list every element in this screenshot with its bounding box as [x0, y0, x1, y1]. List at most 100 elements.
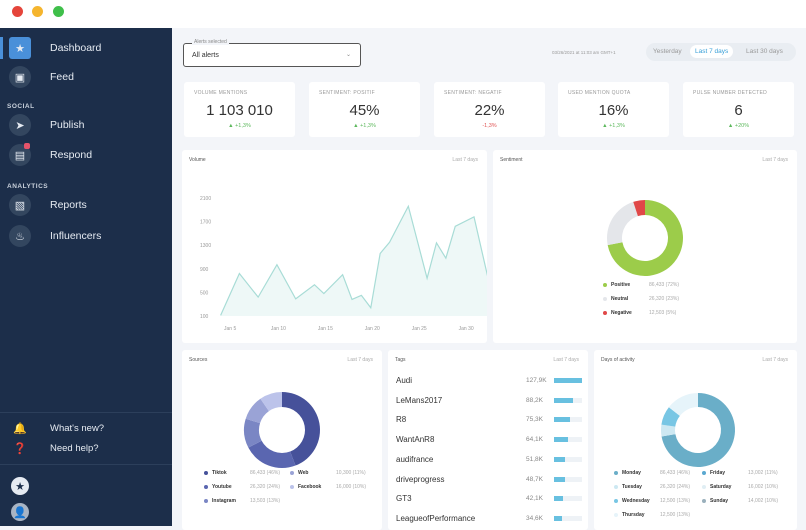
tag-bar-track — [554, 378, 582, 383]
range-yesterday[interactable]: Yesterday — [653, 48, 682, 55]
legend-name: Tuesday — [622, 484, 656, 490]
x-tick-label: Jan 20 — [365, 326, 380, 332]
tag-bar-track — [554, 417, 582, 422]
slice-youtube[interactable] — [248, 441, 295, 468]
kpi-label: SENTIMENT: POSITIF — [319, 90, 375, 96]
x-tick-label: Jan 10 — [271, 326, 286, 332]
tag-name: Audi — [396, 376, 412, 385]
legend-value: 13,002 (11%) — [748, 470, 778, 476]
kpi-value: 6 — [683, 102, 794, 119]
legend-swatch — [290, 485, 294, 489]
tag-name: WantAnR8 — [396, 435, 434, 444]
legend-swatch — [603, 283, 607, 287]
x-tick-label: Jan 30 — [459, 326, 474, 332]
sidebar-item-influencers[interactable]: ♨Influencers — [0, 223, 172, 249]
y-tick-label: 500 — [200, 290, 209, 296]
sidebar-item-reports[interactable]: ▧Reports — [0, 192, 172, 218]
profile-avatar[interactable]: 👤 — [0, 499, 172, 525]
legend-value: 86,433 (72%) — [649, 282, 679, 288]
star-icon: ★ — [11, 477, 29, 495]
kpi-delta: -1,3% — [434, 123, 545, 129]
sidebar-item-publish[interactable]: ➤Publish — [0, 112, 172, 138]
tag-bar-track — [554, 477, 582, 482]
tag-bar — [554, 457, 565, 462]
legend-name: Tiktok — [212, 470, 246, 476]
legend-value: 26,320 (23%) — [649, 296, 679, 302]
last-updated: 03/26/2021 at 11:03 am GMT+1 — [552, 50, 616, 55]
legend-name: Thursday — [622, 512, 656, 518]
legend-name: Sunday — [710, 498, 744, 504]
legend-swatch — [702, 499, 706, 503]
report-icon: ▧ — [9, 194, 31, 216]
legend-value: 12,500 (13%) — [660, 498, 690, 504]
legend-swatch — [290, 471, 294, 475]
kpi-label: VOLUME MENTIONS — [194, 90, 247, 96]
legend-swatch — [702, 485, 706, 489]
tag-value: 88,2K — [526, 397, 543, 404]
legend-swatch — [204, 485, 208, 489]
range-last-7-days[interactable]: Last 7 days — [690, 45, 733, 58]
slice-neutral[interactable] — [607, 202, 638, 245]
kpi-value: 16% — [558, 102, 669, 119]
x-tick-label: Jan 25 — [412, 326, 427, 332]
tag-bar — [554, 378, 582, 383]
range-last-30-days[interactable]: Last 30 days — [746, 48, 783, 55]
maximize-window-button[interactable] — [53, 6, 64, 17]
kpi-value: 45% — [309, 102, 420, 119]
feed-icon: ▣ — [9, 66, 31, 88]
alerts-filter-select[interactable]: Alerts selected All alerts ⌄ — [183, 43, 361, 67]
legend-swatch — [603, 297, 607, 301]
legend-name: Instagram — [212, 498, 246, 504]
sidebar: ★Dashboard ▣Feed SOCIAL ➤Publish ▤Respon… — [0, 28, 172, 526]
star-icon: ★ — [9, 37, 31, 59]
tag-bar-track — [554, 457, 582, 462]
sidebar-item-respond[interactable]: ▤Respond — [0, 142, 172, 168]
tag-bar-track — [554, 496, 582, 501]
need-help-link[interactable]: ❓Need help? — [0, 435, 172, 461]
tag-name: driveprogress — [396, 475, 444, 484]
sidebar-item-dashboard[interactable]: ★Dashboard — [0, 35, 172, 61]
close-window-button[interactable] — [12, 6, 23, 17]
tag-value: 42,1K — [526, 495, 543, 502]
sidebar-item-feed[interactable]: ▣Feed — [0, 64, 172, 90]
chevron-down-icon: ⌄ — [346, 51, 351, 58]
minimize-window-button[interactable] — [32, 6, 43, 17]
favorites-button[interactable]: ★ — [0, 473, 172, 499]
tag-value: 51,8K — [526, 456, 543, 463]
kpi-delta: ▲ +1,3% — [309, 123, 420, 129]
x-tick-label: Jan 5 — [224, 326, 236, 332]
y-tick-label: 2100 — [200, 196, 211, 202]
kpi-label: PULSE NUMBER DETECTED — [693, 90, 767, 96]
user-icon: 👤 — [11, 503, 29, 521]
legend-value: 10,300 (11%) — [336, 470, 366, 476]
legend-name: Wednesday — [622, 498, 656, 504]
kpi-label: USED MENTION QUOTA — [568, 90, 631, 96]
legend-name: Friday — [710, 470, 744, 476]
volume-area — [221, 206, 487, 316]
window-titlebar — [0, 0, 806, 28]
legend-name: Positive — [611, 282, 645, 288]
legend-name: Neutral — [611, 296, 645, 302]
legend-value: 12,503 (5%) — [649, 310, 676, 316]
